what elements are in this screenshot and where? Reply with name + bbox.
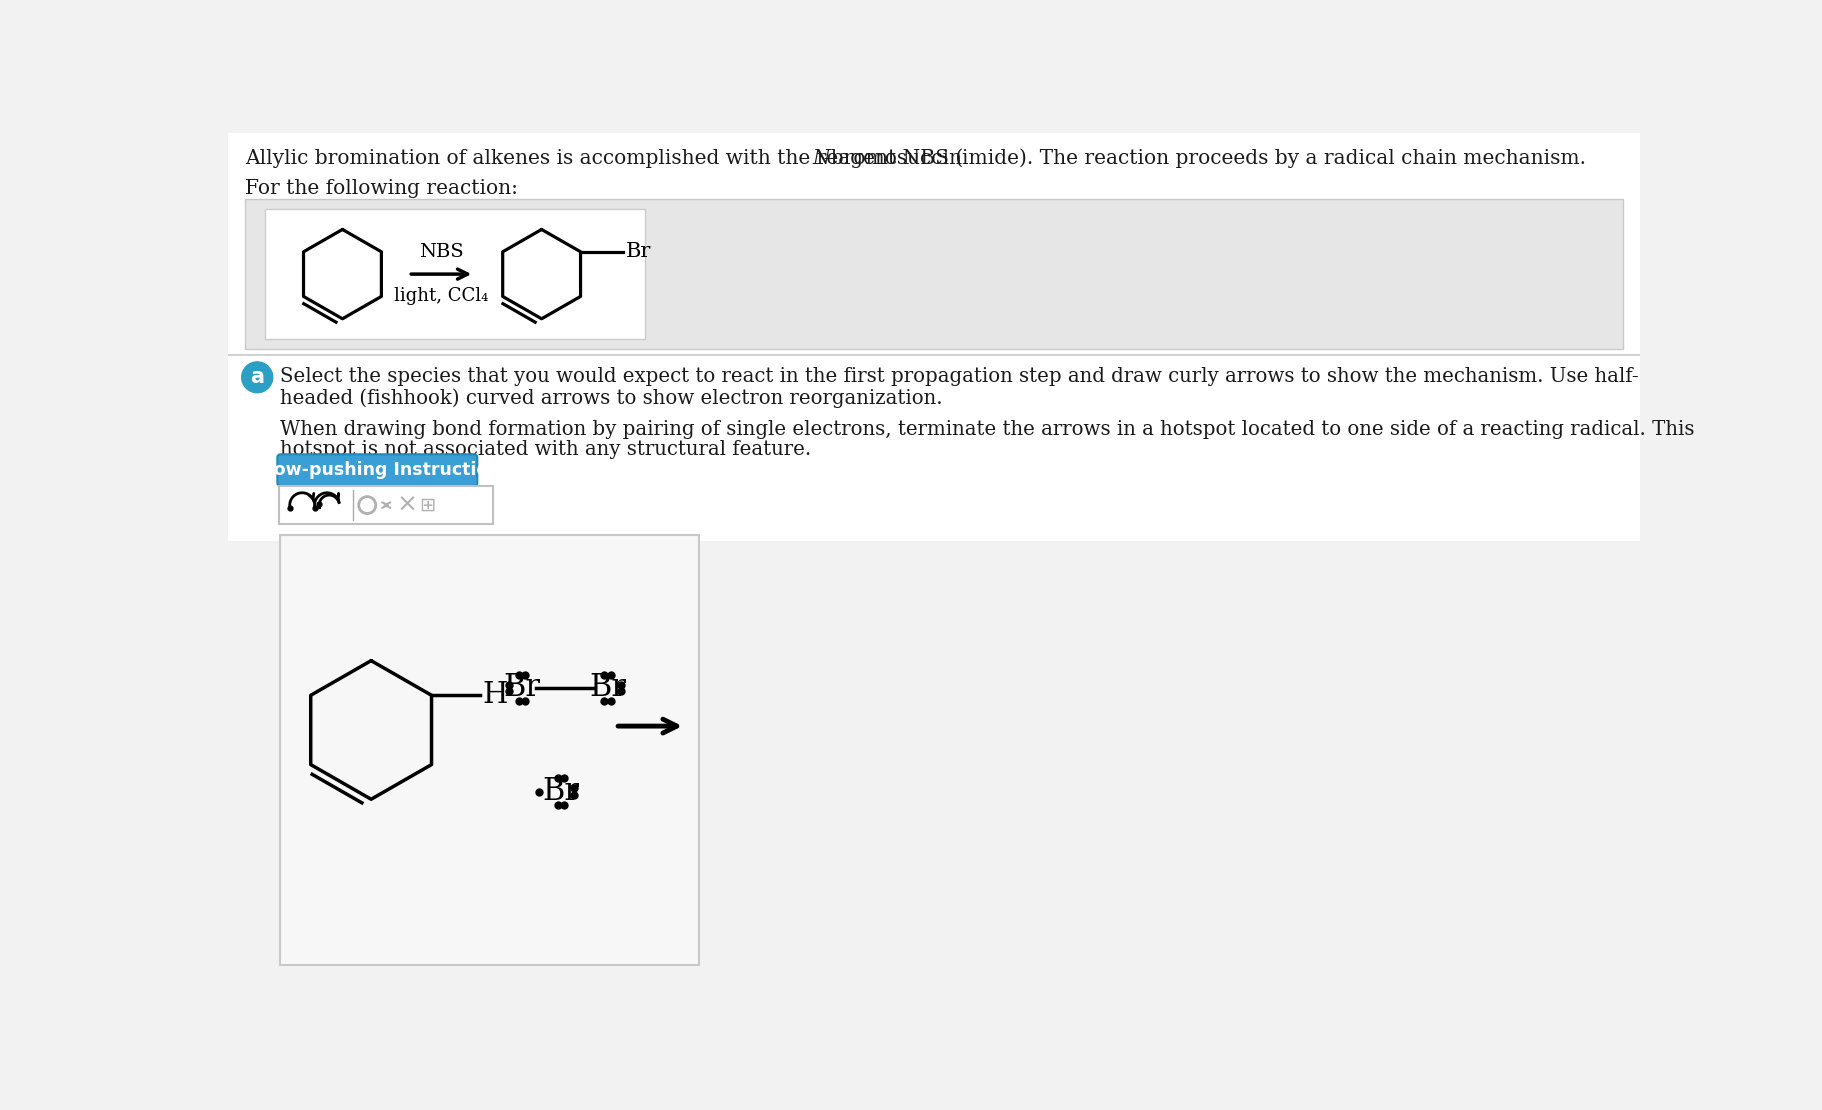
Text: ⊞: ⊞ <box>419 495 435 515</box>
Text: Br: Br <box>543 776 579 807</box>
Text: Br: Br <box>625 242 650 261</box>
FancyBboxPatch shape <box>244 199 1623 349</box>
Text: NBS: NBS <box>419 243 463 261</box>
Text: When drawing bond formation by pairing of single electrons, terminate the arrows: When drawing bond formation by pairing o… <box>281 420 1694 438</box>
FancyBboxPatch shape <box>228 542 1640 988</box>
Text: a: a <box>250 367 264 387</box>
Text: Arrow-pushing Instructions: Arrow-pushing Instructions <box>244 462 512 480</box>
Text: For the following reaction:: For the following reaction: <box>244 180 517 199</box>
Text: Br: Br <box>503 672 541 703</box>
Text: hotspot is not associated with any structural feature.: hotspot is not associated with any struc… <box>281 441 811 460</box>
Text: headed (fishhook) curved arrows to show electron reorganization.: headed (fishhook) curved arrows to show … <box>281 388 944 407</box>
Text: Br: Br <box>589 672 627 703</box>
FancyBboxPatch shape <box>277 454 477 486</box>
Text: H: H <box>483 682 508 709</box>
FancyBboxPatch shape <box>228 355 1640 542</box>
Text: -bromosuccinimide). The reaction proceeds by a radical chain mechanism.: -bromosuccinimide). The reaction proceed… <box>824 149 1585 169</box>
Text: light, CCl₄: light, CCl₄ <box>394 287 488 305</box>
Text: N: N <box>813 149 831 168</box>
Text: Allylic bromination of alkenes is accomplished with the reagent NBS (: Allylic bromination of alkenes is accomp… <box>244 149 964 169</box>
FancyBboxPatch shape <box>279 486 492 524</box>
FancyBboxPatch shape <box>264 210 645 339</box>
FancyBboxPatch shape <box>228 133 1640 172</box>
FancyBboxPatch shape <box>281 535 700 965</box>
Circle shape <box>242 362 273 393</box>
Text: Select the species that you would expect to react in the first propagation step : Select the species that you would expect… <box>281 367 1640 386</box>
Text: ×: × <box>397 493 417 517</box>
FancyBboxPatch shape <box>228 133 1640 372</box>
